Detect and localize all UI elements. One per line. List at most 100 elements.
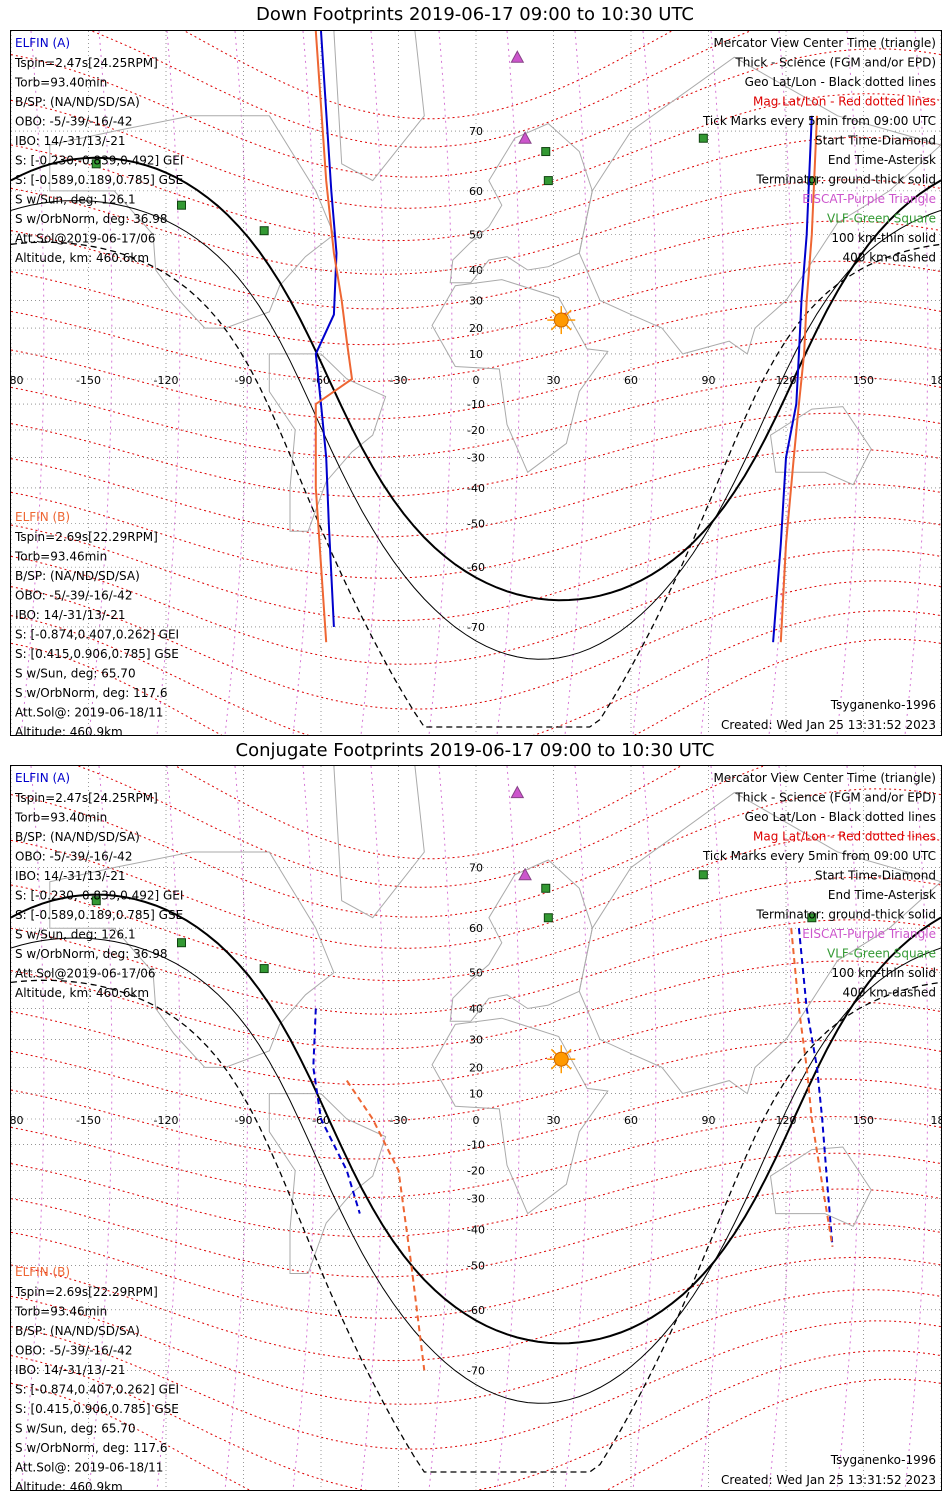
legend-line: Start Time-Diamond <box>815 869 936 883</box>
info-text: ELFIN (A) Tspin=2.47s[24.25RPM] Torb=93.40… <box>14 771 936 1490</box>
elfin-a-info-line: S w/OrbNorm, deg: 36.98 <box>15 947 167 961</box>
lon-tick-label: 90 <box>702 374 716 387</box>
legend-line: 400 km-dashed <box>842 251 936 265</box>
terminator-100km <box>11 937 941 1404</box>
elfin-a-info-line: S w/OrbNorm, deg: 36.98 <box>15 212 167 226</box>
vlf-square-icon <box>543 176 553 186</box>
legend-line: VLF-Green Square <box>827 212 936 226</box>
model-label: Tsyganenko-1996 <box>830 698 936 712</box>
lon-tick-label: 150 <box>853 374 874 387</box>
conjugate-footprints-map: -180-150-120-90-60-300306090120150180706… <box>10 765 942 1491</box>
lat-tick-label: -30 <box>467 451 485 464</box>
lon-tick-label: -60 <box>312 374 330 387</box>
legend-line: Thick - Science (FGM and/or EPD) <box>734 56 936 70</box>
lat-tick-label: 10 <box>469 1088 483 1101</box>
elfin-a-info-line: Tspin=2.47s[24.25RPM] <box>14 791 158 805</box>
vlf-square-icon <box>541 147 551 157</box>
elfin-a-info-line: Att.Sol@2019-06-17/06 <box>15 232 156 246</box>
lon-tick-label: -150 <box>76 1114 101 1127</box>
lat-tick-label: 20 <box>469 322 483 335</box>
continent-north-america <box>49 851 335 1068</box>
legend-line: Mag Lat/Lon - Red dotted lines <box>753 95 936 109</box>
elfin-a-info-line: B/SP: (NA/ND/SD/SA) <box>15 830 140 844</box>
legend-line: Tick Marks every 5min from 09:00 UTC <box>702 849 936 863</box>
elfin-a-info-line: OBO: -5/-39/-16/-42 <box>15 115 132 129</box>
mag-lat-line <box>11 1320 941 1450</box>
mag-lon-line <box>904 766 929 1490</box>
sun-disk <box>553 1051 569 1067</box>
vlf-square-icon <box>807 913 817 923</box>
lat-tick-label: 50 <box>469 967 483 980</box>
elfin-a-info-line: S: [-0.230,-0.839,0.492] GEI <box>15 889 183 903</box>
elfin-b-header: ELFIN (B) <box>15 510 70 524</box>
continent-africa <box>431 279 609 474</box>
created-label: Created: Wed Jan 25 13:31:52 2023 <box>721 1473 936 1487</box>
legend-line: Mercator View Center Time (triangle) <box>714 771 936 785</box>
lat-tick-label: 40 <box>469 1002 483 1015</box>
geo-grid: -180-150-120-90-60-300306090120150180706… <box>10 31 941 735</box>
lat-tick-label: 20 <box>469 1061 483 1074</box>
legend-line: Terminator: ground-thick solid <box>755 173 936 187</box>
continent-greenland <box>333 31 425 182</box>
mag-lon-line <box>836 766 861 1490</box>
elfin-a-info-line: S w/Sun, deg: 126.1 <box>15 928 136 942</box>
lon-tick-label: -180 <box>10 374 23 387</box>
lon-tick-label: 90 <box>702 1114 716 1127</box>
vlf-square-icon <box>807 176 817 186</box>
mag-lon-line <box>428 31 453 735</box>
lat-tick-label: -30 <box>467 1193 485 1206</box>
elfin-b-info-line: IBO: 14/-31/13/-21 <box>15 608 126 622</box>
lon-tick-label: -120 <box>154 1114 179 1127</box>
lon-tick-label: 60 <box>624 1114 638 1127</box>
lat-tick-label: -20 <box>467 1165 485 1178</box>
mag-lat-line <box>11 1188 941 1278</box>
lat-tick-label: -60 <box>467 1304 485 1317</box>
legend-line: 100 km-thin solid <box>831 966 936 980</box>
mag-lat-line <box>11 919 941 1015</box>
elfin-b-info-line: B/SP: (NA/ND/SD/SA) <box>15 1324 140 1338</box>
lat-tick-label: -20 <box>467 424 485 437</box>
sun-icon <box>547 306 576 335</box>
elfin-b-info-line: Tspin=2.69s[22.29RPM] <box>14 1285 158 1299</box>
legend-line: End Time-Asterisk <box>828 153 936 167</box>
mag-lon-line <box>88 766 113 1490</box>
terminators <box>11 893 941 1473</box>
lon-tick-label: -90 <box>235 1114 253 1127</box>
lon-tick-label: 60 <box>624 374 638 387</box>
mag-lat-line <box>11 1289 941 1405</box>
lon-tick-label: 180 <box>931 1114 943 1127</box>
mag-lat-line <box>11 338 941 420</box>
lon-tick-label: -30 <box>390 374 408 387</box>
elfin-a-info-line: Torb=93.40min <box>14 76 107 90</box>
footprint-tracks <box>312 928 834 1371</box>
elfin-a-info-line: IBO: 14/-31/13/-21 <box>15 869 126 883</box>
mag-lat-line <box>11 93 941 209</box>
elfin-b-info-line: Tspin=2.69s[22.29RPM] <box>14 530 158 544</box>
ground-terminator <box>11 893 941 1345</box>
lat-tick-label: 60 <box>469 185 483 198</box>
continent-europe <box>449 859 593 1022</box>
legend-line: VLF-Green Square <box>827 947 936 961</box>
lon-tick-label: 0 <box>473 374 480 387</box>
continent-australia <box>769 406 872 486</box>
mag-lon-line <box>20 766 45 1490</box>
mag-lat-line <box>11 300 941 382</box>
lat-tick-label: 30 <box>469 295 483 308</box>
legend-line: EISCAT-Purple Triangle <box>802 192 936 206</box>
vlf-square-icon <box>177 938 186 948</box>
geo-grid: -180-150-120-90-60-300306090120150180706… <box>11 766 943 1490</box>
lon-tick-label: 0 <box>473 1114 480 1127</box>
continent-north-america <box>49 115 335 329</box>
eiscat-triangle-icon <box>518 867 532 881</box>
lat-tick-label: -40 <box>467 1224 485 1237</box>
elfin-a-info-line: Att.Sol@2019-06-17/06 <box>15 967 156 981</box>
elfin-a-info-line: S: [-0.589,0.189,0.785] GSE <box>15 173 183 187</box>
down-footprints-map: -180-150-120-90-60-300306090120150180706… <box>10 30 942 736</box>
mag-lat-line <box>11 1000 941 1086</box>
panel-title-conjugate: Conjugate Footprints 2019-06-17 09:00 to… <box>235 740 715 761</box>
mag-lon-line <box>156 766 181 1490</box>
elfin-a-info-line: Altitude, km: 460.6km <box>15 251 149 265</box>
lat-tick-label: -60 <box>467 561 485 574</box>
lon-tick-label: 150 <box>853 1114 874 1127</box>
lat-tick-label: -10 <box>467 1138 485 1151</box>
